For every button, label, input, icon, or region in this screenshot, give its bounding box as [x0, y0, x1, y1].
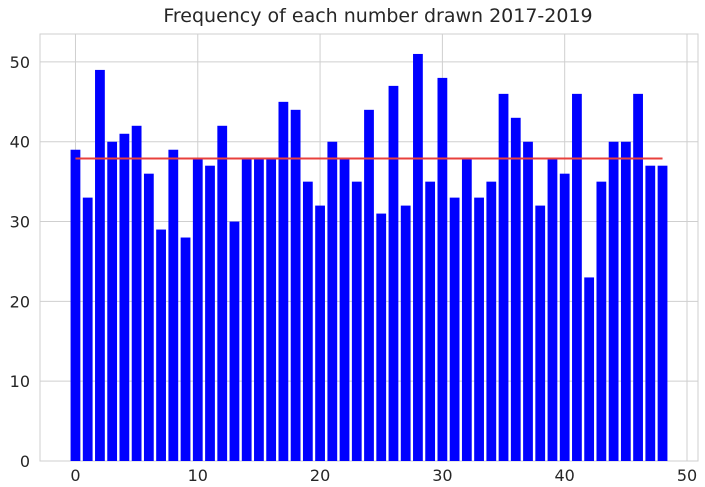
y-tick-label: 20 [10, 292, 30, 311]
bar [327, 141, 338, 461]
bar [633, 93, 643, 462]
bar [449, 197, 460, 461]
bar [486, 181, 497, 461]
x-tick-label: 50 [677, 466, 697, 485]
bar [584, 277, 595, 461]
bar [302, 181, 313, 461]
bar [290, 109, 301, 461]
bar [180, 237, 191, 461]
bar [572, 93, 582, 462]
bar [461, 157, 472, 462]
bar [192, 157, 203, 462]
bar [437, 77, 448, 462]
bar [119, 133, 130, 461]
bar [388, 85, 399, 461]
bar [645, 165, 656, 461]
bar [657, 165, 668, 461]
bar [143, 173, 154, 461]
y-axis-ticks: 0 10 20 30 40 50 [10, 53, 30, 471]
bar [315, 205, 325, 461]
bar [413, 53, 423, 461]
bar [95, 69, 105, 461]
bar [364, 109, 374, 461]
bar [559, 173, 570, 461]
bar [510, 117, 521, 461]
chart-title: Frequency of each number drawn 2017-2019 [163, 5, 592, 27]
x-tick-label: 0 [70, 466, 80, 485]
bar [229, 221, 240, 461]
x-axis-ticks: 0 10 20 30 40 50 [70, 466, 697, 485]
y-tick-label: 40 [10, 133, 30, 152]
y-tick-label: 30 [10, 213, 30, 232]
bar [608, 141, 619, 461]
bar [205, 165, 215, 461]
bar [107, 141, 118, 461]
bar [523, 141, 533, 461]
y-tick-label: 10 [10, 372, 30, 391]
bar [339, 157, 350, 462]
bar [425, 181, 436, 461]
bar [156, 229, 166, 461]
bar [278, 101, 289, 461]
bar [82, 197, 93, 461]
bar [474, 197, 484, 461]
bar [620, 141, 631, 461]
bar [241, 157, 252, 462]
y-tick-label: 0 [20, 452, 30, 471]
bar [498, 93, 509, 462]
bar [535, 205, 546, 461]
bar [131, 125, 142, 462]
bars [70, 53, 668, 462]
bar [547, 157, 558, 462]
bar [351, 181, 362, 461]
bar [168, 149, 179, 461]
bar [266, 157, 277, 462]
x-tick-label: 30 [432, 466, 452, 485]
bar [400, 205, 411, 461]
bar [596, 181, 607, 461]
bar [254, 157, 264, 462]
y-tick-label: 50 [10, 53, 30, 72]
bar [376, 213, 387, 461]
x-tick-label: 40 [555, 466, 575, 485]
x-tick-label: 10 [188, 466, 208, 485]
bar [70, 149, 81, 461]
x-tick-label: 20 [310, 466, 330, 485]
bar [217, 125, 228, 462]
